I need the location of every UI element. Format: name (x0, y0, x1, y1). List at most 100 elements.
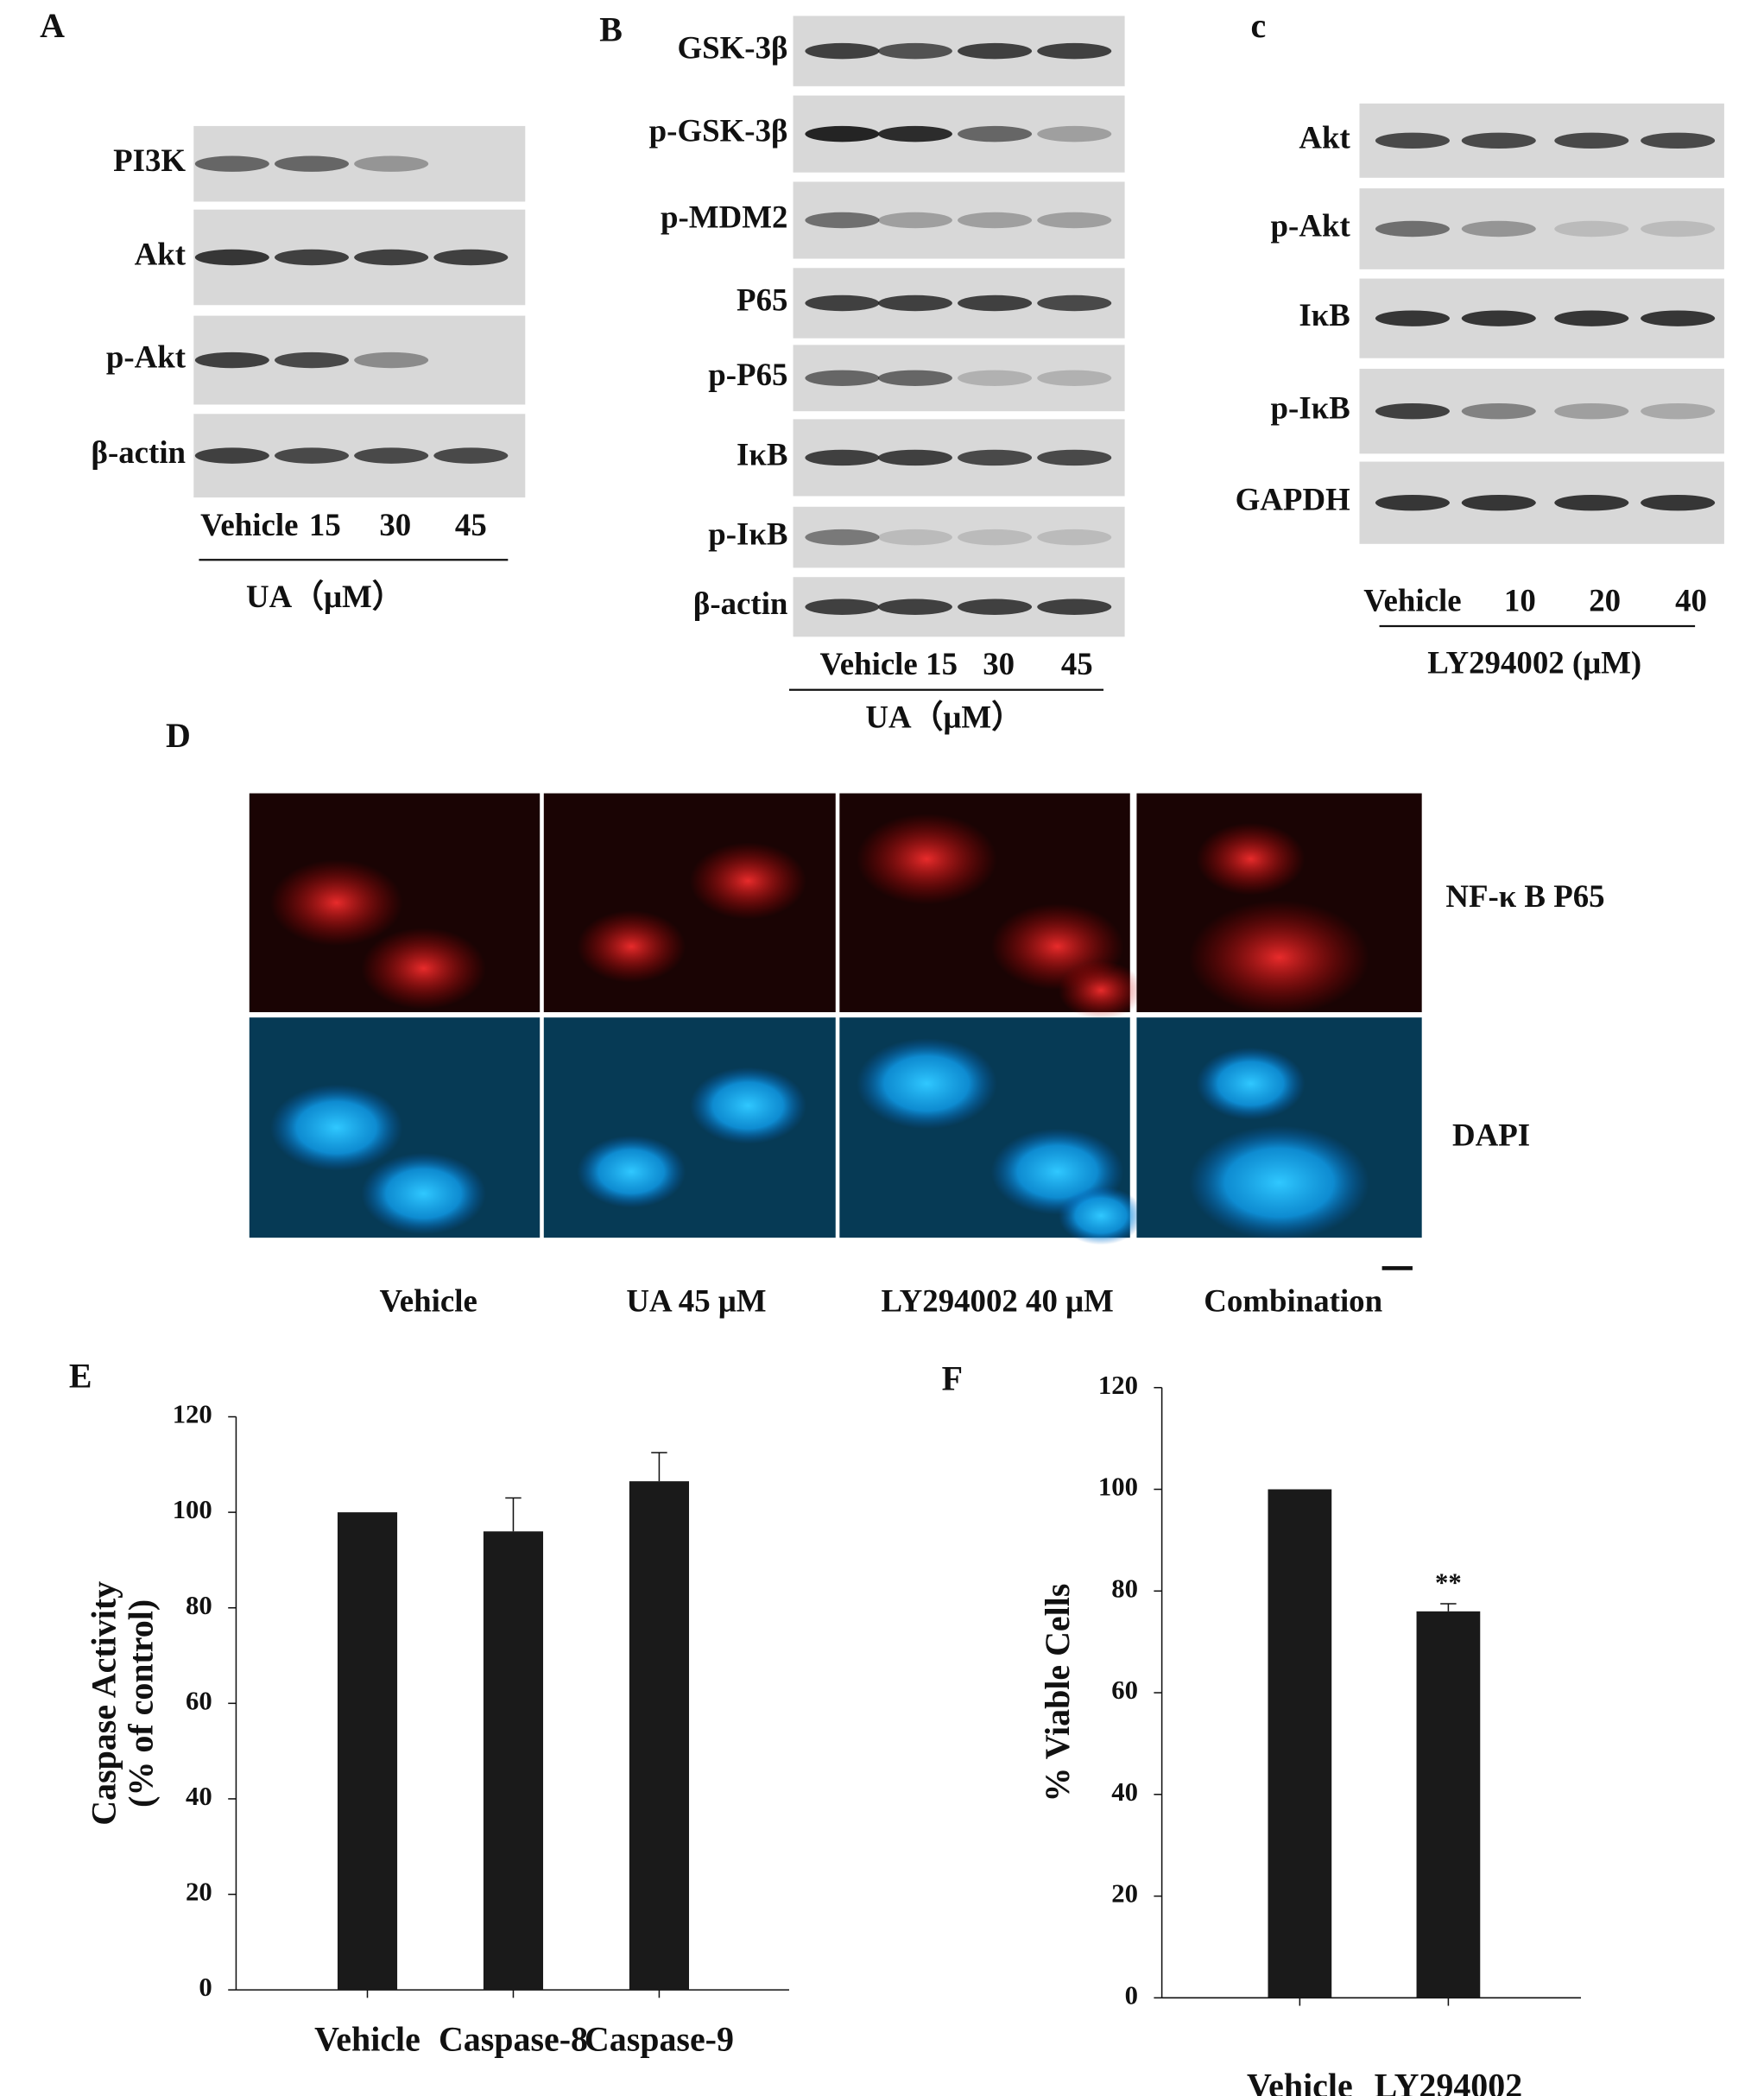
band (805, 212, 880, 229)
band (958, 212, 1033, 229)
row-label: β-actin (693, 586, 787, 621)
band (354, 447, 429, 464)
band (805, 529, 880, 546)
row-label: p-GSK-3β (649, 113, 788, 149)
band (958, 449, 1033, 466)
band (1641, 220, 1716, 237)
band (1375, 310, 1450, 326)
band (1461, 402, 1536, 420)
lane-label: 40 (1675, 582, 1707, 617)
lane-label: Vehicle (1363, 582, 1461, 617)
cell (361, 1152, 486, 1235)
row-label: NF-κ B P65 (1445, 878, 1604, 914)
panel-label: c (1251, 6, 1267, 45)
band (274, 249, 349, 266)
row-label: Akt (1299, 119, 1350, 155)
row-label: GAPDH (1236, 482, 1350, 517)
cell (1196, 822, 1306, 896)
row-label: PI3K (113, 142, 186, 178)
band (1037, 294, 1112, 312)
row-label: p-MDM2 (661, 199, 787, 234)
x-tick-label: Vehicle (1247, 2066, 1353, 2096)
lane-label: 45 (1061, 646, 1093, 681)
cell (856, 1038, 997, 1130)
band (1554, 220, 1629, 237)
cell (269, 859, 403, 947)
cell (361, 928, 486, 1010)
band (1375, 220, 1450, 237)
condition-label: Combination (1204, 1282, 1382, 1318)
bar (337, 1512, 398, 1991)
treatment-label: LY294002 (μM) (1427, 645, 1641, 681)
condition-label: Vehicle (380, 1282, 477, 1318)
band (194, 155, 269, 172)
band (877, 370, 952, 386)
x-tick-label: Vehicle (314, 2020, 420, 2059)
band (354, 351, 429, 369)
cell (1196, 1047, 1306, 1120)
band (877, 294, 952, 312)
row-label: p-Akt (1271, 207, 1351, 243)
band (354, 249, 429, 266)
bar (629, 1481, 690, 1991)
significance: ** (1435, 1568, 1462, 1598)
x-tick-label: Caspase-8 (439, 2020, 588, 2059)
y-tick-label: 40 (186, 1782, 212, 1811)
band (877, 42, 952, 60)
y-tick-label: 0 (1125, 1980, 1138, 2010)
band (1037, 212, 1112, 229)
cell (1058, 960, 1144, 1020)
band (1554, 132, 1629, 149)
row-label: DAPI (1452, 1117, 1530, 1152)
band (1641, 310, 1716, 326)
y-tick-label: 80 (186, 1591, 212, 1620)
lane-label: 10 (1504, 582, 1536, 617)
band (1037, 529, 1112, 546)
bar (483, 1531, 544, 1991)
band (194, 351, 269, 369)
y-tick-label: 0 (199, 1973, 212, 2002)
y-tick-label: 80 (1111, 1574, 1138, 1603)
band (958, 294, 1033, 312)
y-axis-label: (% of control) (122, 1599, 161, 1808)
lane-label: Vehicle (819, 646, 917, 681)
y-tick-label: 20 (1111, 1879, 1138, 1909)
row-label: IκB (1299, 297, 1350, 332)
panel-label: A (40, 6, 65, 45)
band (877, 449, 952, 466)
band (1461, 220, 1536, 237)
band (1375, 402, 1450, 420)
cell (269, 1084, 403, 1171)
row-label: p-P65 (708, 357, 787, 392)
y-tick-label: 100 (173, 1495, 212, 1524)
lane-label: 45 (455, 507, 487, 542)
band (958, 125, 1033, 142)
panel-label: E (69, 1357, 92, 1396)
y-tick-label: 100 (1098, 1472, 1138, 1502)
row-label: p-Akt (106, 339, 187, 374)
lane-label: 15 (309, 507, 341, 542)
band (958, 529, 1033, 546)
band (1037, 598, 1112, 615)
y-tick-label: 60 (186, 1686, 212, 1715)
panel-label: D (166, 716, 191, 755)
lane-label: 30 (379, 507, 411, 542)
cell (689, 842, 806, 920)
lane-label: Vehicle (200, 507, 298, 542)
condition-label: UA 45 μM (626, 1282, 766, 1318)
x-tick-label: Caspase-9 (585, 2020, 734, 2059)
band (805, 370, 880, 386)
row-label: Akt (135, 236, 187, 271)
row-label: β-actin (92, 434, 186, 470)
treatment-label: UA（μM） (246, 579, 404, 614)
band (1461, 132, 1536, 149)
band (1641, 494, 1716, 511)
band (1641, 132, 1716, 149)
condition-label: LY294002 40 μM (881, 1282, 1113, 1318)
y-tick-label: 120 (173, 1400, 212, 1429)
band (877, 212, 952, 229)
band (1037, 125, 1112, 142)
treatment-label: UA（μM） (865, 700, 1023, 735)
band (805, 294, 880, 312)
band (805, 125, 880, 142)
